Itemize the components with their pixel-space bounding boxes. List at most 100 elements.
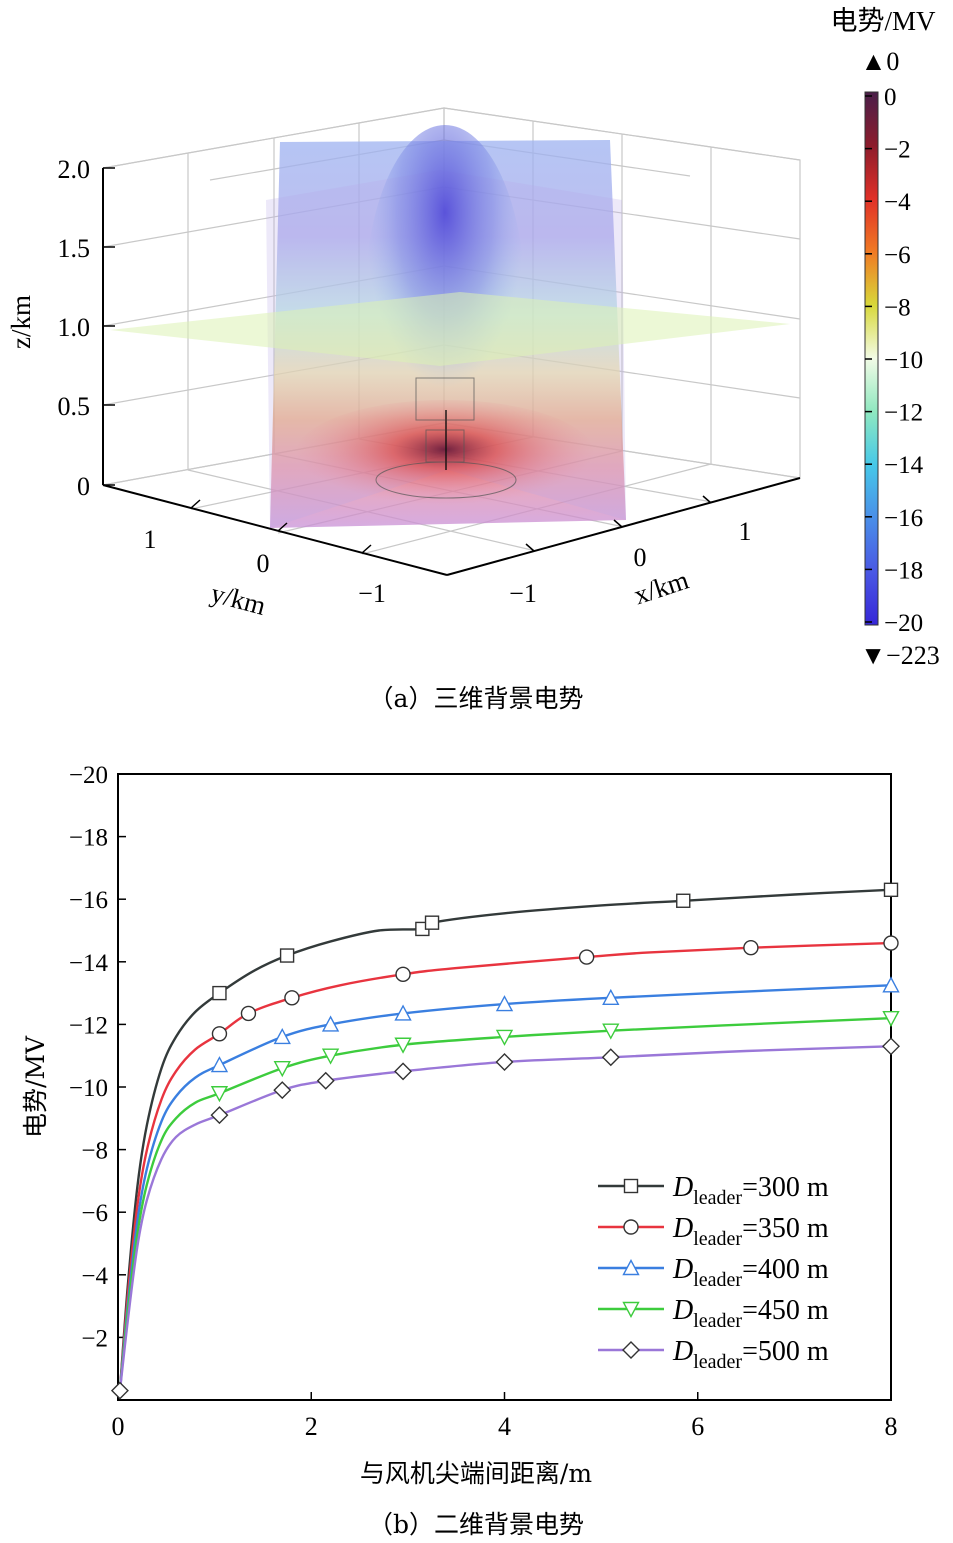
legend-marker	[622, 1259, 640, 1276]
series-marker	[394, 1062, 413, 1081]
series-marker	[316, 1071, 335, 1090]
series-marker	[424, 915, 440, 930]
series-marker	[602, 988, 620, 1005]
colorbar-tick-label: −14	[884, 452, 924, 479]
panel-3d-potential: 2.0 1.5 1.0 0.5 0 z/km 1 0 −1 y/km −1 0 …	[6, 6, 940, 713]
series-marker	[240, 1005, 257, 1022]
series-0	[118, 882, 899, 1391]
x-tick: −1	[509, 579, 537, 608]
caption-a: （a）三维背景电势	[369, 684, 584, 713]
z-tick-labels: 2.0 1.5 1.0 0.5 0	[58, 155, 91, 501]
colorbar-tick-label: −10	[884, 347, 923, 374]
colorbar-tick-label: −6	[884, 242, 911, 269]
series-marker	[273, 1081, 292, 1100]
series-marker	[882, 976, 900, 993]
x-tick-label: 0	[112, 1412, 125, 1441]
colorbar-tick-label: −2	[884, 137, 911, 164]
legend-marker	[623, 1178, 639, 1194]
colorbar-max-label: ▲0	[861, 47, 900, 76]
y-tick-label: −10	[69, 1075, 108, 1102]
series-marker	[743, 940, 759, 956]
series-marker	[495, 995, 514, 1012]
legend-label: Dleader=300 m	[672, 1172, 829, 1209]
colorbar-tick-label: −4	[884, 189, 911, 216]
legend-label: Dleader=500 m	[672, 1336, 829, 1373]
potential-slices	[110, 125, 790, 528]
z-axis-label: z/km	[6, 295, 36, 349]
y-tick-label: −4	[81, 1263, 108, 1290]
panel-2d-potential: −20 −18 −16 −14 −12 −10 −8 −6 −4 −2 0 2 4 6 8 电势/MV 与…	[21, 762, 900, 1539]
series-marker	[883, 935, 899, 951]
y-tick-label: −6	[81, 1200, 108, 1227]
series-marker	[321, 1048, 340, 1065]
series-marker	[601, 1048, 620, 1067]
axes-3d	[102, 167, 801, 576]
colorbar-tick-label: −18	[884, 557, 923, 584]
legend-label: Dleader=350 m	[672, 1213, 829, 1250]
colorbar-tick-label: −20	[884, 610, 923, 637]
legend-entry: Dleader=450 m	[598, 1295, 829, 1332]
y-tick-label: −2	[81, 1325, 108, 1352]
legend-entry: Dleader=400 m	[598, 1254, 829, 1291]
z-tick: 1.5	[58, 234, 91, 263]
legend-marker	[623, 1219, 639, 1235]
series-marker	[495, 1052, 514, 1071]
x-tick-label: 8	[885, 1412, 898, 1441]
colorbar-tick-label: −16	[884, 505, 923, 532]
colorbar: 电势/MV ▲0 0 −2 −4 −6 −8 −10 −12 −14 −16 −18 −20 ▼−2…	[830, 6, 939, 670]
y-tick-label: −12	[69, 1012, 108, 1039]
x-tick-label: 2	[305, 1412, 318, 1441]
x-tick-label: 4	[498, 1412, 511, 1441]
series-marker	[273, 1027, 291, 1045]
series-marker	[284, 990, 300, 1006]
series-marker	[212, 985, 227, 1001]
z-tick: 2.0	[58, 155, 91, 184]
series-marker	[578, 949, 595, 965]
series-marker	[110, 1381, 129, 1400]
series-3	[118, 1010, 900, 1391]
x-tick: 0	[634, 543, 647, 572]
series-marker	[210, 1086, 229, 1103]
legend-entry: Dleader=500 m	[598, 1336, 829, 1373]
z-tick: 1.0	[58, 313, 91, 342]
y-axis-label: y/km	[208, 578, 269, 621]
legend-marker	[622, 1301, 640, 1318]
series-line	[118, 984, 892, 1391]
colorbar-tick-label: 0	[884, 84, 897, 111]
x-tick: 1	[739, 517, 752, 546]
y-tick-label: −20	[69, 762, 108, 789]
series-marker	[676, 893, 691, 908]
series-1	[118, 935, 899, 1391]
series-marker	[882, 1010, 900, 1028]
legend-label: Dleader=400 m	[672, 1254, 829, 1291]
series-marker	[394, 1004, 412, 1021]
colorbar-tick-label: −12	[884, 400, 923, 427]
series-marker	[210, 1106, 229, 1125]
series-line	[118, 1016, 892, 1391]
x-axis-label-2d: 与风机尖端间距离/m	[360, 1459, 592, 1488]
caption-b: （b）二维背景电势	[368, 1510, 584, 1539]
y-axis-label-2d: 电势/MV	[21, 1035, 50, 1138]
z-tick: 0	[77, 472, 90, 501]
series-marker	[273, 1061, 291, 1078]
colorbar-title: 电势/MV	[830, 6, 936, 36]
series-marker	[394, 1037, 412, 1054]
series-marker	[395, 966, 411, 983]
y-tick-label: −16	[69, 887, 108, 914]
colorbar-min-label: ▼−223	[860, 641, 939, 670]
y-tick: −1	[358, 579, 386, 608]
series-marker	[602, 1023, 620, 1040]
y-tick: 1	[144, 525, 157, 554]
series-marker	[495, 1029, 514, 1046]
legend-entry: Dleader=300 m	[598, 1172, 829, 1209]
x-tick-label: 6	[691, 1412, 704, 1441]
series-line	[118, 1045, 892, 1391]
series-marker	[211, 1026, 228, 1042]
series-marker	[279, 948, 295, 963]
z-tick: 0.5	[58, 392, 91, 421]
series-marker	[883, 882, 899, 898]
legend-marker	[622, 1341, 640, 1359]
colorbar-tick-label: −8	[884, 294, 911, 321]
series-marker	[321, 1015, 340, 1032]
